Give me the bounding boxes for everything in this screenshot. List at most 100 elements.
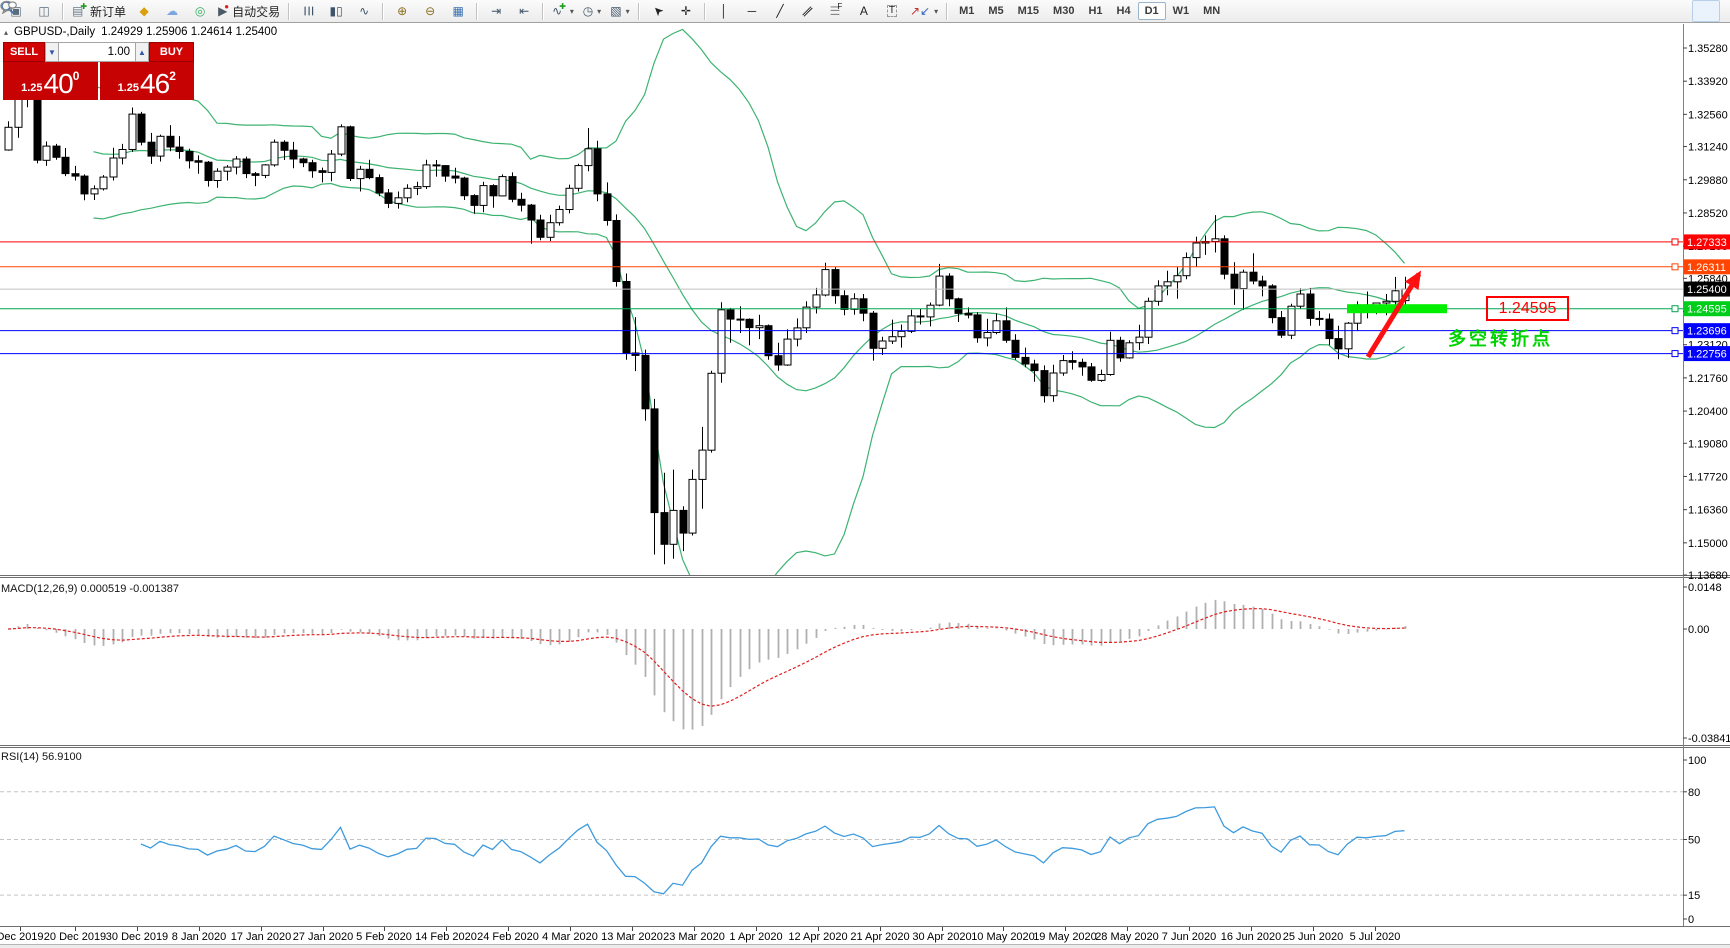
line-handle[interactable] [1671,327,1679,335]
chevron-down-icon: ▾ [597,6,602,16]
auto-scroll-icon[interactable]: ⇥ [482,0,510,22]
date-axis-label: 10 May 2020 [971,931,1035,943]
line-chart-icon[interactable]: ∿ [350,0,378,22]
text-label-icon[interactable]: T [878,0,906,22]
periods-icon: ◷ [582,4,594,18]
macd-histogram [17,599,1407,730]
volume-increase-button[interactable]: ▲ [135,42,149,62]
indicators-icon[interactable]: ∿ ✚ ▾ [548,0,578,22]
date-axis-label: 4 Mar 2020 [542,931,598,943]
toolbar-separator [703,2,706,20]
channel-icon[interactable]: ∥ [794,0,822,22]
price-axis-tick: 1.20400 [1688,406,1728,418]
line-handle[interactable] [1671,263,1679,271]
toolbar: ▣ ◫ ▤ ✚ 新订单 ◆ ☁ ◎ ▶ ● 自动交易 ☰ ▮ ▯ ∿ ⊕ ⊖ ▦ ⇥ ⇤ ∿ ✚ ▾ ◷ ▾ ▧ ▾ ➤ ✛ │ ─ ╱ ∥ ☰ F… [0,0,1730,23]
new-order-button: ▤ ✚ [72,2,88,18]
chart-title: ▴ GBPUSD-,Daily 1.24929 1.25906 1.24614 … [4,26,277,38]
market-icon[interactable]: ◆ [130,0,158,22]
buy-price[interactable]: 1.25 46 2 [99,62,194,100]
cursor-icon[interactable]: ➤ [644,0,672,22]
buy-button[interactable]: BUY [149,42,194,62]
trend-arrow-object[interactable] [1365,270,1422,359]
vertical-line-icon[interactable]: │ [710,0,738,22]
line-handle[interactable] [1671,305,1679,313]
date-axis-label: 21 Apr 2020 [850,931,909,943]
fibonacci-icon[interactable]: ☰ F [822,0,850,22]
templates-icon[interactable]: ▧ ▾ [606,0,634,22]
date-axis-label: 30 Apr 2020 [912,931,971,943]
bar-chart-icon[interactable]: ☰ [294,0,322,22]
volume-input[interactable]: 1.00 [59,42,135,62]
crosshair-icon[interactable]: ✛ [672,0,700,22]
one-click-trading-panel: SELL ▼ 1.00 ▲ BUY 1.25 40 0 1.25 46 2 [3,42,194,100]
buy-price-big: 46 [140,68,170,100]
arrows-icon[interactable]: ↗ ↙ ▾ [906,0,942,22]
timeframe-m15[interactable]: M15 [1017,5,1040,17]
vps-icon[interactable]: ◎ [186,0,214,22]
sell-button[interactable]: SELL [3,42,45,62]
fibonacci-icon: ☰ F [829,2,843,18]
price-axis-tick: 1.33920 [1688,76,1728,88]
new-order-button[interactable]: ▤ ✚ 新订单 [68,0,130,22]
signals-icon[interactable]: ☁ [158,0,186,22]
new-chart-icon[interactable]: ▣ [2,0,30,22]
timeframe-w1[interactable]: W1 [1172,5,1190,17]
profiles-icon[interactable]: ◫ [30,0,58,22]
text-icon[interactable]: A [850,0,878,22]
chart-shift-icon[interactable]: ⇤ [510,0,538,22]
timeframe-m5[interactable]: M5 [988,5,1004,17]
ohlc-high: 1.25906 [145,26,188,38]
rsi-axis-tick: 80 [1688,787,1700,799]
candlestick-series[interactable] [4,51,1410,565]
price-tag [1684,234,1730,250]
timeframe-d1[interactable]: D1 [1137,2,1166,20]
sell-price[interactable]: 1.25 40 0 [3,62,98,100]
autotrading-button-label: 自动交易 [232,4,281,19]
rsi-axis-tick: 15 [1688,890,1700,902]
horizontal-line-icon[interactable]: ─ [738,0,766,22]
timeframe-mn[interactable]: MN [1203,5,1221,17]
price-axis-tick: 1.29880 [1688,175,1728,187]
date-axis-label: 5 Feb 2020 [356,931,412,943]
timeframe-h1[interactable]: H1 [1088,5,1103,17]
crosshair-icon: ✛ [680,4,691,18]
chevron-down-icon: ▾ [625,6,630,16]
line-handle[interactable] [1671,238,1679,246]
periods-icon[interactable]: ◷ ▾ [578,0,606,22]
pivot-point-text[interactable]: 多空转折点 [1448,329,1553,349]
macd-axis-tick: 0.00 [1688,624,1709,636]
price-callout-box[interactable]: 1.24595 [1486,296,1569,321]
zoom-in-icon[interactable]: ⊕ [388,0,416,22]
search-icon[interactable] [0,0,1680,22]
chart-symbol-icon: ▴ [4,27,9,37]
autotrading-button[interactable]: ▶ ● 自动交易 [214,0,284,22]
price-axis-tick: 1.15000 [1688,538,1728,550]
volume-decrease-button[interactable]: ▼ [45,42,59,62]
zoom-out-icon[interactable]: ⊖ [416,0,444,22]
sell-price-big: 40 [43,68,74,100]
horizontal-line-icon: ─ [747,4,757,18]
date-axis-label: 25 Jun 2020 [1283,931,1344,943]
arrows-icon: ↗ ↙ [909,4,931,18]
candlestick-chart-icon[interactable]: ▮ ▯ [322,0,350,22]
timeframe-h4[interactable]: H4 [1116,5,1131,17]
date-axis-label: 28 May 2020 [1095,931,1159,943]
date-axis-label: 16 Jun 2020 [1221,931,1282,943]
line-handle[interactable] [1671,350,1679,358]
price-chart-svg: 1.35280 1.33920 1.32560 1.31240 1.29880 1.285… [0,23,1730,948]
bollinger-band [93,149,1405,392]
chat-icon[interactable] [0,0,1720,22]
macd-axis-tick: -0.038415 [1688,733,1730,745]
price-axis-tick: 1.13680 [1688,570,1728,582]
tile-windows-icon[interactable]: ▦ [444,0,472,22]
toolbar-group: ⊕ ⊖ ▦ [388,0,472,22]
cursor-icon: ➤ [649,2,667,20]
chart-shift-icon: ⇤ [519,4,530,18]
auto-scroll-icon: ⇥ [491,4,502,18]
timeframe-m30[interactable]: M30 [1053,5,1075,17]
ohlc-low: 1.24614 [190,26,233,38]
toolbar-separator [637,2,640,20]
price-axis-tick: 1.32560 [1688,109,1728,121]
trendline-icon[interactable]: ╱ [766,0,794,22]
timeframe-m1[interactable]: M1 [959,5,975,17]
